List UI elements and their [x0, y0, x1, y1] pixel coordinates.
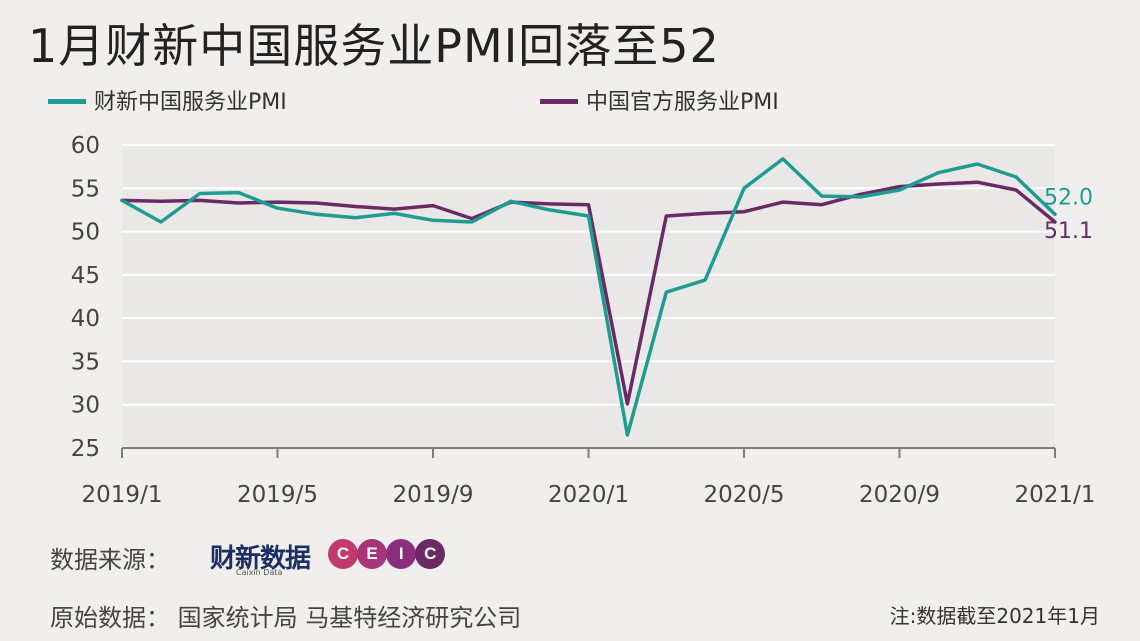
y-tick-label: 30 — [71, 393, 100, 419]
data-cutoff-note: 注:数据截至2021年1月 — [889, 604, 1100, 628]
end-value-label-official: 51.1 — [1044, 219, 1093, 244]
plot-area — [122, 145, 1055, 448]
legend-swatch-official — [540, 98, 578, 104]
end-value-label-caixin: 52.0 — [1044, 185, 1093, 210]
x-tick-label: 2021/1 — [1015, 482, 1096, 508]
series-line-caixin — [120, 157, 1057, 437]
y-tick-label: 40 — [71, 306, 100, 332]
y-tick-label: 55 — [71, 176, 100, 202]
x-tick-label: 2019/1 — [82, 482, 163, 508]
legend-label-official: 中国官方服务业PMI — [586, 90, 779, 115]
x-tick-label: 2020/5 — [704, 482, 785, 508]
caixin-data-logo-sub: Caixin Data — [236, 568, 283, 577]
chart-title: 1月财新中国服务业PMI回落至52 — [28, 19, 720, 73]
y-tick-label: 35 — [71, 349, 100, 375]
ceic-logo-c2: C — [415, 539, 446, 569]
ceic-logo-e: E — [357, 539, 388, 569]
original-data-row: 原始数据： 国家统计局 马基特经济研究公司 — [50, 598, 521, 633]
ceic-logo: C E I C — [328, 539, 446, 569]
legend-item-caixin: 财新中国服务业PMI — [48, 84, 287, 116]
x-tick-label: 2020/9 — [859, 482, 940, 508]
x-tick-label: 2020/1 — [548, 482, 629, 508]
y-tick-label: 50 — [71, 220, 100, 246]
original-data-label: 原始数据： — [50, 604, 170, 632]
series-line-official — [120, 180, 1057, 406]
y-tick-label: 45 — [71, 263, 100, 289]
x-tick-label: 2019/5 — [237, 482, 318, 508]
legend-item-official: 中国官方服务业PMI — [540, 84, 779, 116]
legend-swatch-caixin — [48, 98, 86, 104]
y-tick-label: 25 — [71, 436, 100, 462]
ceic-logo-i: I — [386, 539, 417, 569]
y-tick-label: 60 — [71, 133, 100, 159]
legend-label-caixin: 财新中国服务业PMI — [94, 90, 287, 115]
source-label: 数据来源： — [50, 546, 170, 574]
ceic-logo-c1: C — [328, 539, 358, 569]
caixin-data-logo: 财新数据 — [210, 544, 311, 574]
original-data-sources: 国家统计局 马基特经济研究公司 — [177, 604, 522, 632]
x-tick-label: 2019/9 — [393, 482, 474, 508]
